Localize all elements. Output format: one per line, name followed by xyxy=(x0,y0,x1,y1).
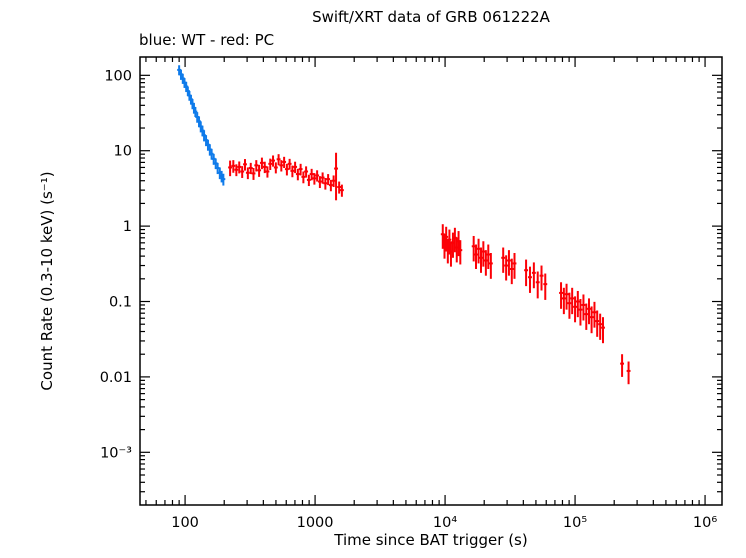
chart-title: Swift/XRT data of GRB 061222A xyxy=(312,8,550,26)
y-tick-label: 1 xyxy=(123,219,132,235)
axis-ticks xyxy=(140,57,722,505)
series-wt xyxy=(177,65,226,186)
y-tick-label: 0.1 xyxy=(109,295,132,311)
y-tick-label: 10⁻³ xyxy=(100,445,132,461)
y-tick-label: 100 xyxy=(104,68,132,84)
x-tick-label: 10⁴ xyxy=(433,515,457,531)
chart-legend: blue: WT - red: PC xyxy=(139,31,275,49)
x-tick-label: 100 xyxy=(171,515,199,531)
x-tick-label: 1000 xyxy=(297,515,334,531)
x-tick-label: 10⁶ xyxy=(693,515,717,531)
plot-frame xyxy=(139,56,723,506)
y-tick-label: 0.01 xyxy=(100,370,132,386)
tick-labels: 100 1000 10⁴ 10⁵ 10⁶ 100 10 1 0.1 0.01 10⁻³ xyxy=(100,68,718,531)
x-tick-label: 10⁵ xyxy=(563,515,587,531)
series-pc xyxy=(228,152,631,385)
y-tick-label: 10 xyxy=(114,144,132,160)
x-axis-label: Time since BAT trigger (s) xyxy=(334,531,528,549)
